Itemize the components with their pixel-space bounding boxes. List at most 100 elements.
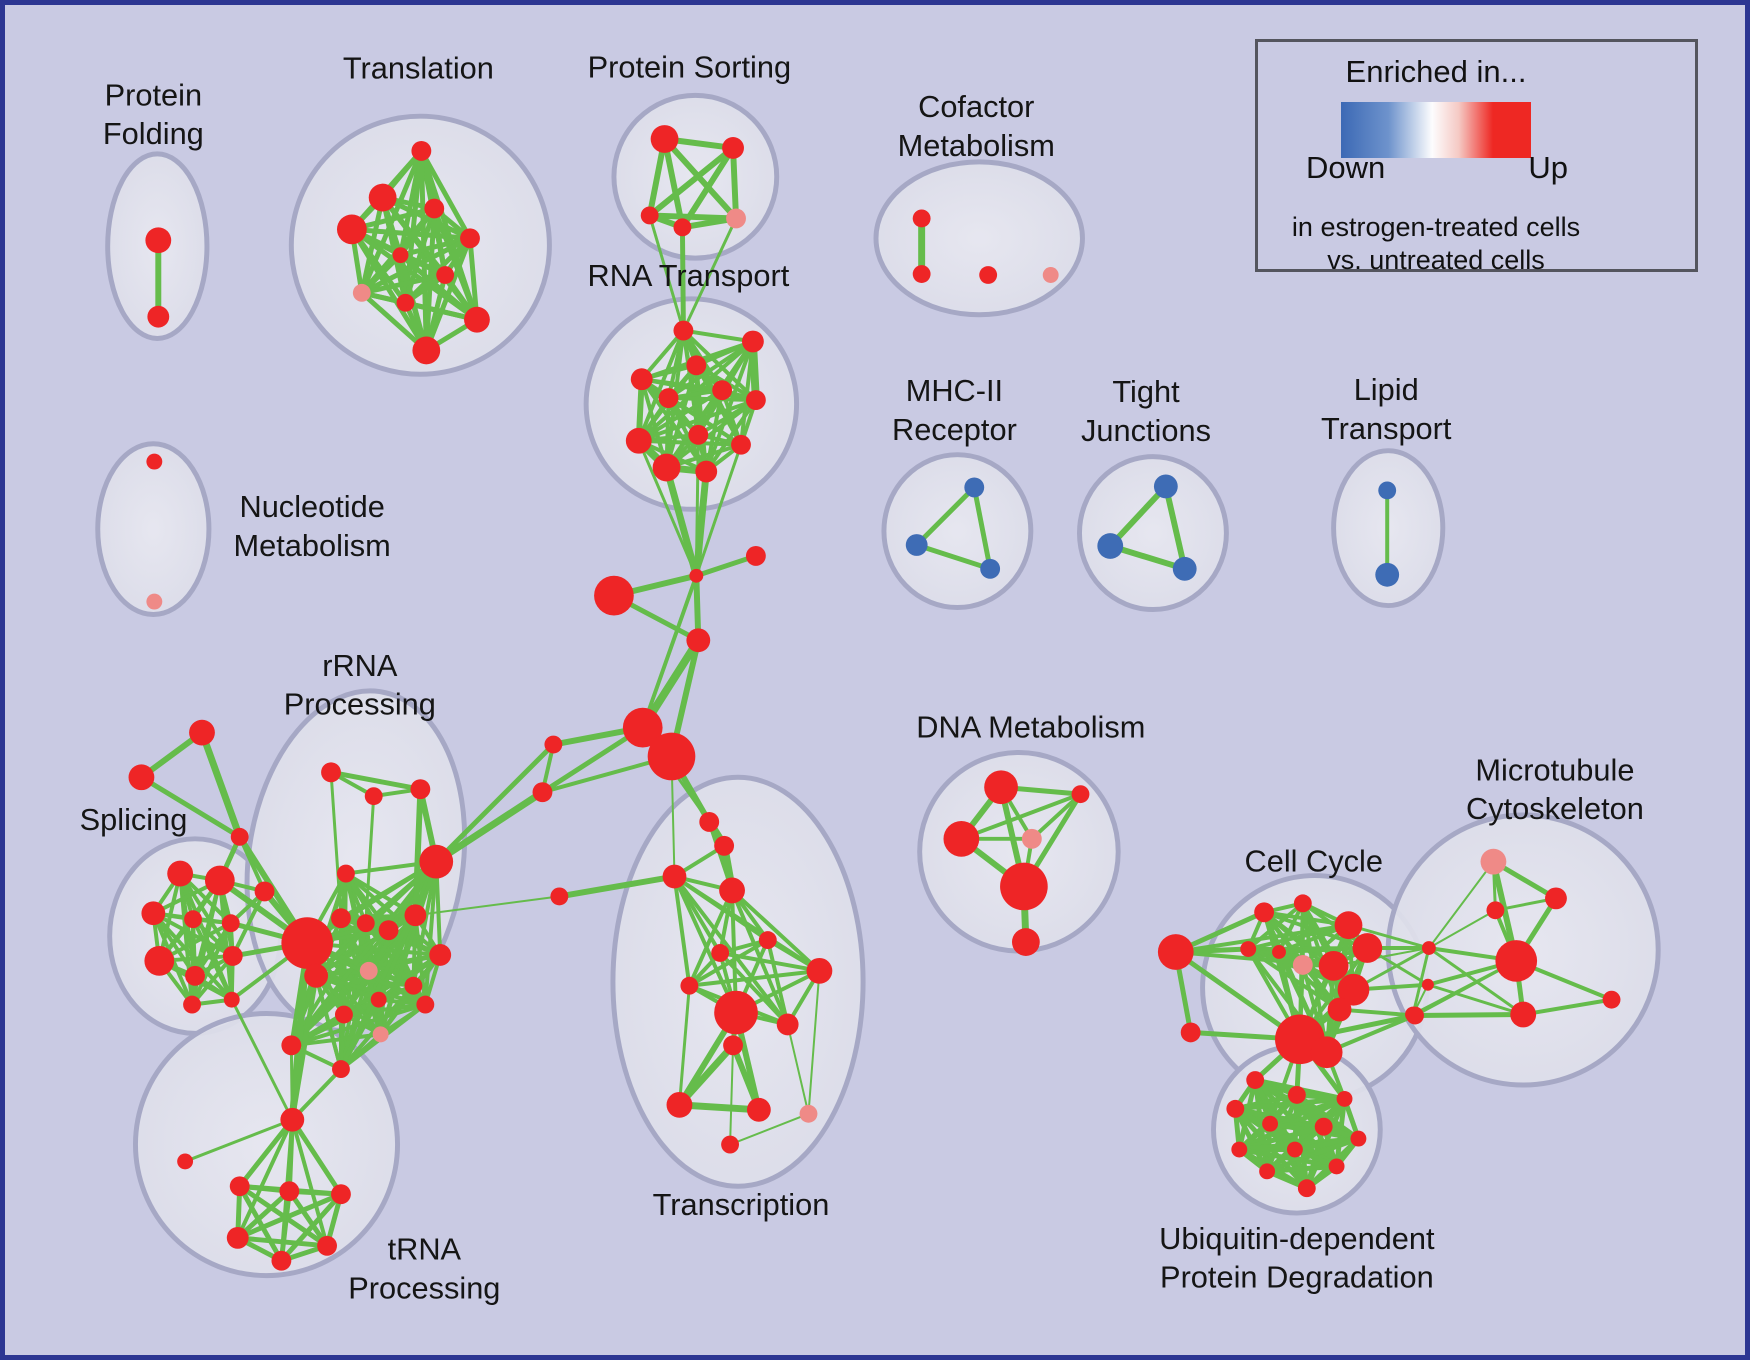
network-edge [639,377,709,474]
cluster-label-tight-junctions: Tight Junctions [1081,374,1211,448]
network-edge [1173,949,1303,1042]
network-node-s2 [204,865,235,896]
cluster-ellipse-mhc-ii-receptor [881,452,1034,611]
network-edge [1107,483,1169,549]
cluster-label-nucleotide-metabolism: Nucleotide Metabolism [234,489,391,563]
network-node-u8 [1231,1141,1248,1158]
network-edge [718,950,822,973]
network-edge [637,439,698,578]
network-edge [289,973,319,1123]
network-node-rbig [419,844,454,879]
network-edge [679,224,686,334]
network-node-cm2 [912,265,931,283]
network-edge [681,216,738,333]
network-edge [1277,901,1305,954]
cluster-label-transcription: Transcription [653,1187,830,1222]
network-node-c7 [1292,954,1313,975]
cluster-label-translation: Translation [343,50,494,85]
network-node-r12 [370,991,387,1008]
network-node-c11 [1337,973,1370,1006]
network-node-tr5 [758,931,777,950]
network-node-tr10 [776,1013,799,1036]
network-edge [423,859,439,1007]
network-edge [412,786,424,919]
network-node-hub2 [647,732,696,781]
network-edge [1246,901,1305,951]
legend-gradient-bar [1341,102,1531,158]
network-edge [290,1117,330,1248]
network-node-c6 [1272,945,1286,959]
network-node-d1 [984,770,1018,805]
network-node-r8 [404,904,427,927]
network-node-rt9 [688,424,709,445]
cluster-label-rna-transport: RNA Transport [587,258,789,293]
network-node-ta [189,719,215,746]
network-node-t1 [411,140,432,161]
network-node-b2 [905,534,928,556]
network-node-tr3 [662,864,687,889]
network-edge [378,859,439,1037]
network-edge [314,973,383,1037]
network-edge [1162,483,1188,572]
network-node-jm3 [1406,1006,1424,1025]
network-edge [359,290,429,353]
network-node-rhub [281,917,334,969]
cluster-label-mhc-ii-receptor: MHC-II Receptor [892,373,1017,447]
network-edge [704,398,758,474]
network-node-j3 [686,628,711,653]
network-node-u4 [1226,1099,1245,1118]
network-node-rt12 [695,460,718,483]
network-node-t9 [396,293,415,312]
network-node-m3 [1486,901,1505,920]
network-node-jm2 [1421,978,1434,991]
network-node-hub3 [280,1107,305,1132]
network-node-rt1 [673,320,694,341]
network-edge [1332,947,1430,967]
network-node-d2 [1071,785,1090,804]
network-edge [639,377,758,403]
network-node-m2 [1545,887,1567,910]
network-node-r17 [416,995,435,1014]
network-edge [1173,923,1351,954]
network-edge [183,1118,294,1163]
network-edge [349,226,473,241]
network-edge [431,206,480,323]
network-node-rt4 [630,368,653,391]
network-edge [661,136,686,231]
network-node-r5 [331,908,351,929]
network-node-b1 [964,477,985,498]
network-edge [329,770,343,920]
cluster-label-protein-sorting: Protein Sorting [588,49,792,84]
network-edge [729,1044,735,1146]
network-node-tc [230,827,249,846]
network-node-pf2 [147,305,170,328]
network-edge [1337,1007,1417,1018]
network-edge [636,328,686,443]
network-node-s9 [183,995,201,1014]
network-edge [190,921,233,1007]
network-node-h5 [317,1235,337,1256]
network-node-rt7 [745,390,766,410]
network-node-h3 [331,1184,351,1205]
network-edge [663,464,700,580]
network-node-t2 [368,183,397,212]
network-node-h4 [226,1226,249,1249]
network-edge [646,144,737,219]
network-edge [1324,1013,1417,1055]
network-edge [235,1117,295,1240]
cluster-ellipse-tight-junctions [1077,454,1229,613]
legend-caption-line2: vs. untreated cells [1327,245,1545,275]
network-edge [693,553,759,579]
network-node-big1 [594,575,634,616]
legend-title: Enriched in... [1345,54,1527,89]
network-node-c9 [1334,911,1363,940]
network-edge [675,1101,763,1114]
network-node-u11 [1259,1163,1276,1180]
network-node-b7 [1378,481,1397,500]
network-edge [672,874,739,1015]
network-node-tr13 [746,1097,771,1122]
network-edge [914,484,977,548]
network-node-tr2 [714,835,735,856]
network-edge [672,874,692,988]
